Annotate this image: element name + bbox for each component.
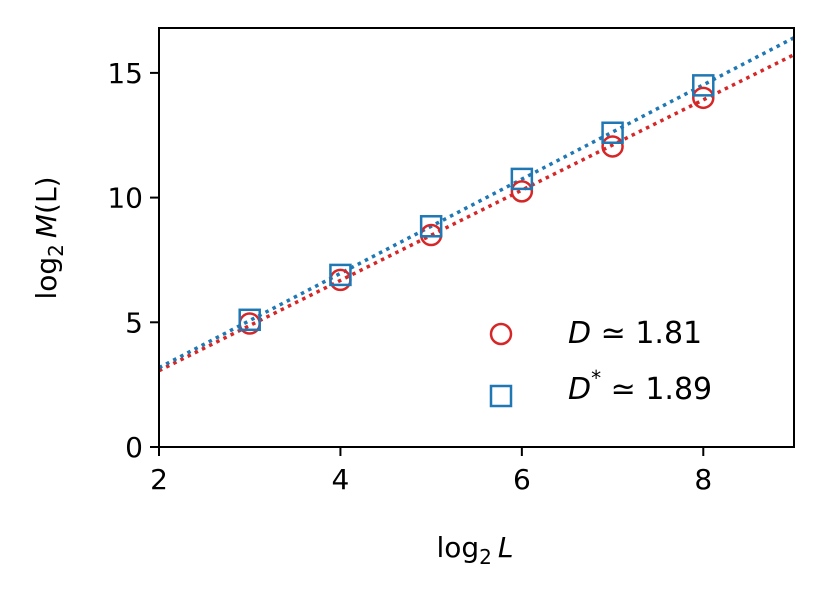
- y-axis-ticks: 0 5 10 15: [107, 57, 159, 464]
- y-axis-label-main: log: [30, 257, 63, 300]
- fit-line-0: [158, 53, 795, 373]
- x-tick-label-3: 8: [694, 463, 712, 496]
- legend-d-value: ≃ 1.81: [591, 316, 702, 351]
- data-point-1-4: [601, 121, 624, 144]
- x-axis-ticks: 2 4 6 8: [150, 447, 712, 496]
- y-axis-label-var: M: [30, 214, 63, 238]
- x-axis-label-main: log: [436, 531, 479, 564]
- data-point-1-0: [238, 308, 261, 332]
- fit-lines: [158, 36, 795, 373]
- legend-marker-square: [489, 384, 513, 408]
- legend-label-dstar: D* ≃ 1.89: [568, 366, 712, 407]
- legend-label-d: D ≃ 1.81: [568, 316, 702, 351]
- y-axis-label-rest: (L): [30, 176, 63, 213]
- data-point-0-5: [692, 86, 715, 110]
- y-tick-label-0: 0: [125, 431, 143, 464]
- data-point-0-4: [601, 135, 624, 158]
- legend-dstar-value: ≃ 1.89: [601, 372, 712, 407]
- y-axis-label: log2 M(L): [30, 176, 68, 299]
- x-axis-label-var: L: [498, 531, 514, 564]
- y-tick-label-3: 15: [107, 57, 143, 90]
- y-tick-label-2: 10: [107, 182, 143, 215]
- data-point-0-3: [510, 180, 534, 203]
- data-points: [238, 74, 715, 335]
- x-tick-label-2: 6: [513, 463, 531, 496]
- x-axis-label-sub: 2: [479, 545, 492, 569]
- legend-dstar-sup: *: [591, 366, 601, 390]
- legend-dstar-symbol: D: [568, 372, 591, 407]
- y-axis-label-sub: 2: [44, 244, 68, 257]
- x-axis-label: log2 L: [436, 531, 513, 569]
- data-point-1-2: [419, 215, 443, 238]
- legend-marker-circle: [489, 322, 513, 346]
- data-point-1-5: [692, 74, 715, 97]
- plot-frame: [158, 27, 795, 448]
- x-tick-label-0: 2: [150, 463, 168, 496]
- legend-d-symbol: D: [568, 316, 591, 351]
- y-tick-label-1: 5: [125, 306, 143, 339]
- legend: D ≃ 1.81 D* ≃ 1.89: [489, 316, 712, 408]
- data-point-1-3: [510, 167, 534, 191]
- data-point-1-1: [329, 263, 352, 287]
- x-tick-label-1: 4: [332, 463, 350, 496]
